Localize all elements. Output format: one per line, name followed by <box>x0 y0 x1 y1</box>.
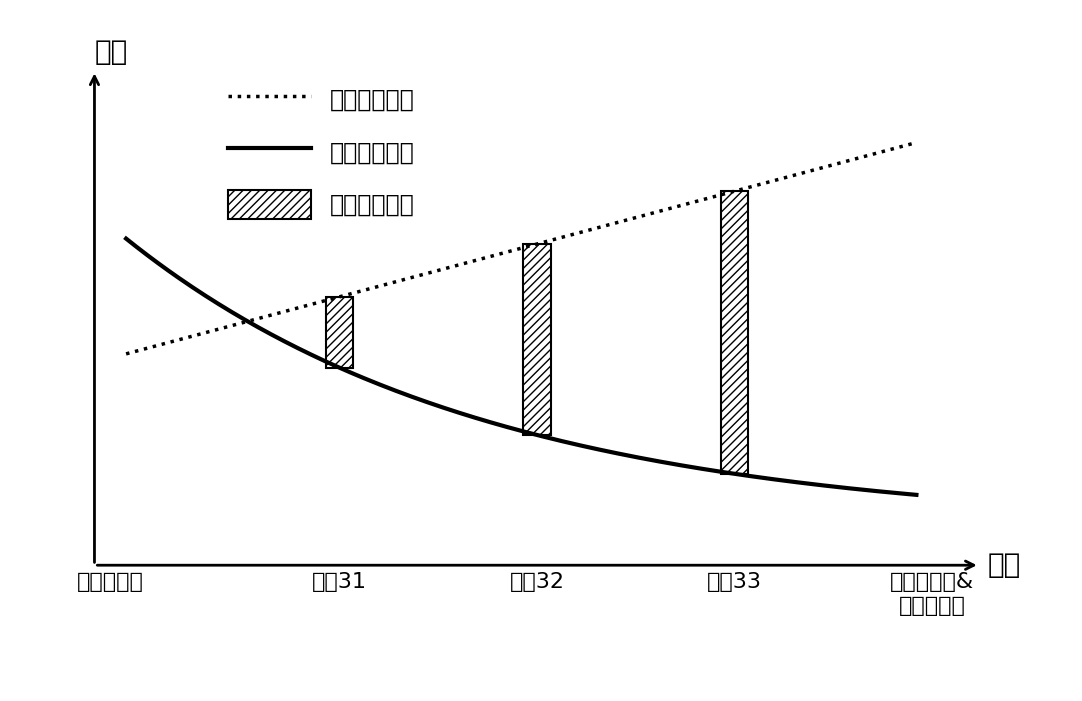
Text: 膜窗33: 膜窗33 <box>708 573 762 592</box>
Text: 位置: 位置 <box>988 551 1020 579</box>
Bar <box>326 297 354 368</box>
Text: 细胞侧入口: 细胞侧入口 <box>77 573 144 592</box>
Text: 膜窗31: 膜窗31 <box>312 573 367 592</box>
Bar <box>524 244 551 435</box>
Legend: 灌注液侧压强, 细胞液侧压强, 膜窗两侧压差: 灌注液侧压强, 细胞液侧压强, 膜窗两侧压差 <box>216 73 426 231</box>
Text: 压强: 压强 <box>94 38 128 66</box>
Text: 细胞侧出口&
灌注侧入口: 细胞侧出口& 灌注侧入口 <box>890 573 974 615</box>
Text: 膜窗32: 膜窗32 <box>510 573 565 592</box>
Bar <box>721 191 749 474</box>
